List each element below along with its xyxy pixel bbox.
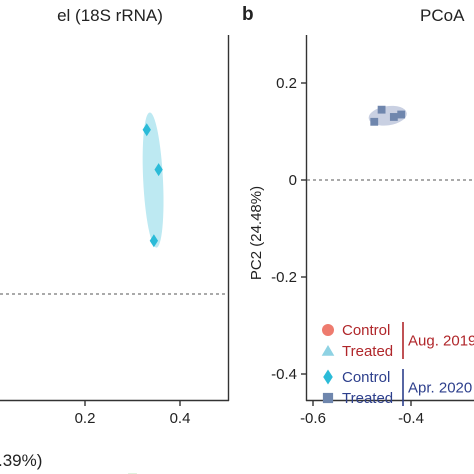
panel-b-y-tick-label: -0.4 <box>271 366 297 383</box>
panel-b-x-tick-label: -0.4 <box>398 410 424 427</box>
panel-a-ellipse <box>142 112 164 248</box>
panel-a: el (18S rRNA) 0.2 0.4 .39%) <box>0 6 230 474</box>
panel-a-point <box>149 234 159 248</box>
legend-marker <box>322 324 334 336</box>
panel-a-point <box>142 123 151 137</box>
panel-b: b PCoA 0.2 0 -0.2 -0.4 -0.6 -0.4 PC2 (24.48%… <box>242 4 474 427</box>
panel-b-label: b <box>242 4 254 25</box>
panel-b-y-tick-label: -0.2 <box>271 269 297 286</box>
panel-b-y-tick-label: 0 <box>289 172 297 189</box>
panel-b-point <box>397 110 406 119</box>
panel-a-x-tick-label: 0.2 <box>75 410 96 427</box>
legend-entry-label: Control <box>342 322 390 339</box>
legend-group-label: Apr. 2020 <box>408 380 472 397</box>
legend-entry-label: Treated <box>342 343 393 360</box>
legend-entry-label: Treated <box>342 390 393 407</box>
panel-a-point <box>154 163 163 177</box>
panel-b-point <box>377 105 386 114</box>
legend-marker <box>323 369 333 385</box>
panel-b-x-ticks: -0.6 -0.4 <box>300 400 424 427</box>
panel-b-points <box>370 105 406 126</box>
panel-a-x-tick-label: 0.4 <box>170 410 191 427</box>
panel-b-point <box>370 117 379 126</box>
legend-group-label: Aug. 2019 <box>408 333 474 350</box>
legend-marker <box>321 345 335 356</box>
legend: Control Treated Aug. 2019 Control Treated Apr… <box>321 322 474 407</box>
legend-marker <box>322 392 334 404</box>
panel-a-title: el (18S rRNA) <box>57 6 163 25</box>
legend-entry-label: Control <box>342 369 390 386</box>
panel-b-title: PCoA <box>420 6 465 25</box>
panel-b-y-tick-label: 0.2 <box>276 75 297 92</box>
panel-b-y-ticks: 0.2 0 -0.2 -0.4 <box>271 75 307 383</box>
panel-b-y-axis-label: PC2 (24.48%) <box>248 186 265 280</box>
panel-b-point <box>389 113 398 121</box>
panel-a-x-axis-label: .39%) <box>0 451 42 470</box>
panel-a-points <box>128 123 163 474</box>
panel-b-x-tick-label: -0.6 <box>300 410 326 427</box>
panel-a-x-ticks: 0.2 0.4 <box>75 400 191 427</box>
panel-a-ellipses <box>142 112 164 248</box>
